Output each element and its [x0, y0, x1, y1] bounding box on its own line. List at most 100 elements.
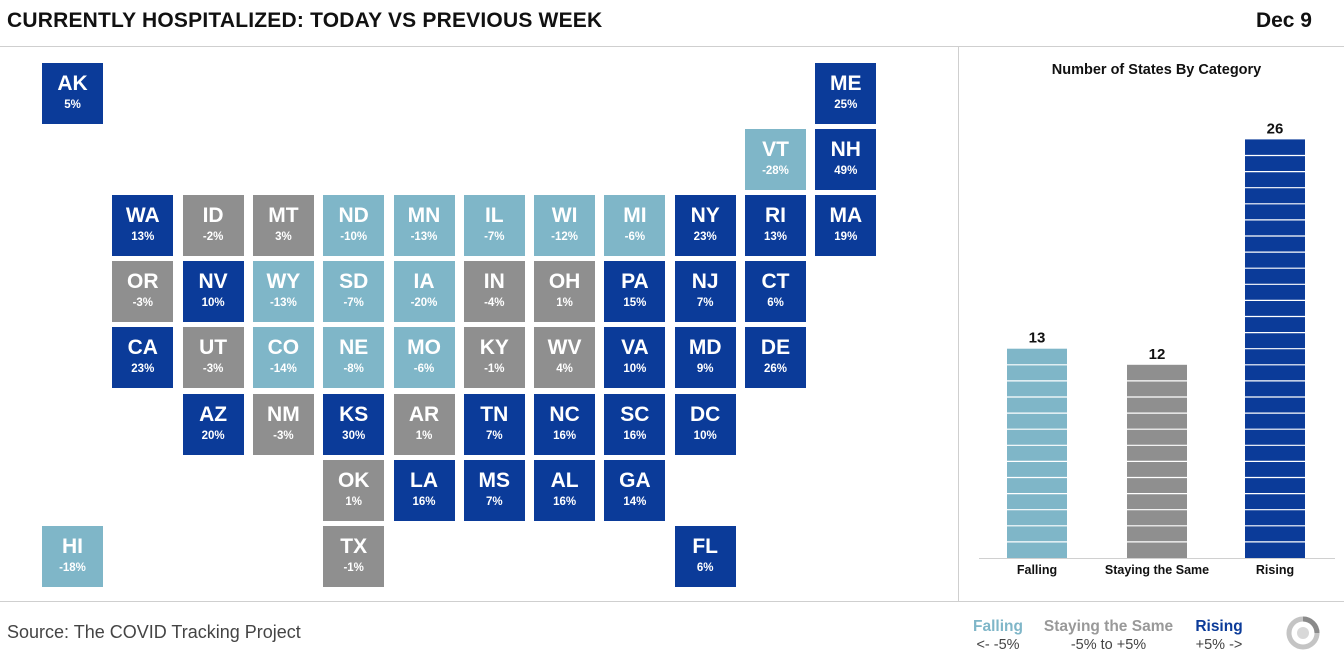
state-change-pct: -3% [132, 297, 154, 310]
state-abbr: IL [484, 204, 504, 228]
state-tile-wy: WY -13% [252, 261, 314, 323]
state-tile-me: ME 25% [815, 63, 877, 124]
legend-rising: Rising +5% -> [1188, 618, 1250, 653]
legend-same: Staying the Same -5% to +5% [1036, 618, 1181, 653]
state-abbr: IN [483, 270, 505, 294]
state-change-pct: -14% [269, 363, 297, 376]
state-abbr: MO [407, 336, 441, 360]
state-change-pct: 30% [342, 429, 366, 442]
state-change-pct: 7% [696, 297, 714, 310]
state-tile-mn: MN -13% [393, 195, 455, 257]
state-tile-tx: TX -1% [323, 525, 385, 587]
bar-category-label: Rising [1256, 563, 1294, 577]
state-change-pct: -12% [551, 231, 579, 244]
state-tile-ri: RI 13% [745, 195, 806, 257]
state-abbr: DC [690, 402, 721, 426]
state-change-pct: 1% [556, 297, 573, 310]
state-abbr: MS [478, 468, 511, 492]
state-change-pct: -3% [273, 429, 294, 442]
state-abbr: TN [480, 402, 509, 426]
state-tile-id: ID -2% [182, 195, 244, 257]
state-abbr: PA [621, 270, 649, 294]
state-change-pct: -1% [343, 561, 364, 574]
state-abbr: UT [199, 336, 228, 360]
covid-tracking-project-logo-icon [1286, 616, 1320, 650]
state-abbr: MN [407, 204, 441, 228]
state-change-pct: -20% [410, 297, 438, 310]
state-tile-ms: MS 7% [463, 459, 525, 521]
state-abbr: KY [479, 336, 509, 360]
state-abbr: KS [339, 402, 369, 426]
state-abbr: NE [339, 336, 369, 360]
legend-same-label: Staying the Same [1043, 618, 1174, 635]
state-tile-nj: NJ 7% [674, 261, 736, 323]
legend-falling-label: Falling [973, 618, 1023, 635]
state-change-pct: 3% [275, 231, 292, 244]
bar-falling: 13 Falling [1007, 330, 1067, 577]
state-change-pct: 6% [696, 561, 714, 574]
state-tile-md: MD 9% [674, 327, 736, 389]
bar-category-label: Falling [1017, 563, 1057, 577]
state-tile-ia: IA -20% [393, 261, 455, 323]
state-tile-vt: VT -28% [745, 129, 806, 191]
state-tile-map: AK 5% ME 25% VT -28% NH 49% WA 13% ID -2% MT 3% ND -10%… [0, 47, 958, 601]
state-change-pct: 4% [556, 363, 573, 376]
state-abbr: AL [550, 468, 579, 492]
state-change-pct: 13% [763, 231, 788, 244]
source-note: Source: The COVID Tracking Project [7, 622, 301, 642]
header: CURRENTLY HOSPITALIZED: TODAY VS PREVIOU… [0, 0, 1344, 47]
legend-same-range: -5% to +5% [1070, 637, 1147, 653]
state-abbr: TX [340, 534, 368, 558]
state-tile-ga: GA 14% [604, 459, 666, 521]
state-change-pct: 49% [834, 165, 858, 178]
state-abbr: MD [688, 336, 722, 360]
state-change-pct: -13% [410, 231, 438, 244]
state-tile-co: CO -14% [252, 327, 314, 389]
state-tile-ut: UT -3% [182, 327, 244, 389]
state-tile-nm: NM -3% [252, 393, 314, 455]
state-abbr: SC [620, 402, 650, 426]
state-change-pct: 10% [623, 363, 647, 376]
state-tile-pa: PA 15% [604, 261, 666, 323]
state-tile-ar: AR 1% [393, 393, 455, 455]
state-abbr: ME [830, 72, 862, 95]
state-abbr: MI [623, 204, 647, 228]
state-tile-ct: CT 6% [745, 261, 806, 323]
state-tile-dc: DC 10% [674, 393, 736, 455]
state-abbr: DE [760, 336, 791, 360]
state-tile-in: IN -4% [463, 261, 525, 323]
state-abbr: OK [337, 468, 370, 492]
state-abbr: WA [125, 204, 160, 228]
state-tile-wi: WI -12% [534, 195, 596, 257]
state-change-pct: -6% [413, 363, 435, 376]
bar-value-label: 26 [1267, 120, 1284, 137]
state-abbr: ID [202, 204, 224, 228]
state-change-pct: -18% [59, 561, 86, 574]
state-tile-sd: SD -7% [323, 261, 385, 323]
state-tile-ma: MA 19% [815, 195, 877, 257]
state-abbr: MA [829, 204, 863, 228]
state-abbr: FL [692, 534, 719, 558]
legend-falling: Falling <- -5% [964, 618, 1032, 653]
state-tile-wv: WV 4% [534, 327, 596, 389]
state-change-pct: -4% [484, 297, 505, 310]
bar-chart-title: Number of States By Category [1051, 62, 1262, 78]
state-abbr: MT [268, 204, 299, 228]
state-tile-ky: KY -1% [463, 327, 525, 389]
state-tile-hi: HI -18% [42, 525, 103, 587]
bar-value-label: 13 [1029, 330, 1046, 347]
state-change-pct: -7% [343, 297, 364, 310]
state-abbr: LA [410, 468, 438, 492]
state-tile-fl: FL 6% [674, 525, 736, 587]
state-change-pct: 23% [131, 363, 155, 376]
state-abbr: CA [127, 336, 158, 360]
state-change-pct: 1% [415, 429, 433, 442]
state-tile-oh: OH 1% [534, 261, 596, 323]
state-change-pct: 19% [834, 231, 858, 244]
state-tile-or: OR -3% [112, 261, 174, 323]
state-tile-tn: TN 7% [463, 393, 525, 455]
state-tile-ks: KS 30% [323, 393, 385, 455]
legend-rising-range: +5% -> [1195, 637, 1243, 653]
state-change-pct: 20% [201, 429, 225, 442]
state-tile-ne: NE -8% [323, 327, 385, 389]
